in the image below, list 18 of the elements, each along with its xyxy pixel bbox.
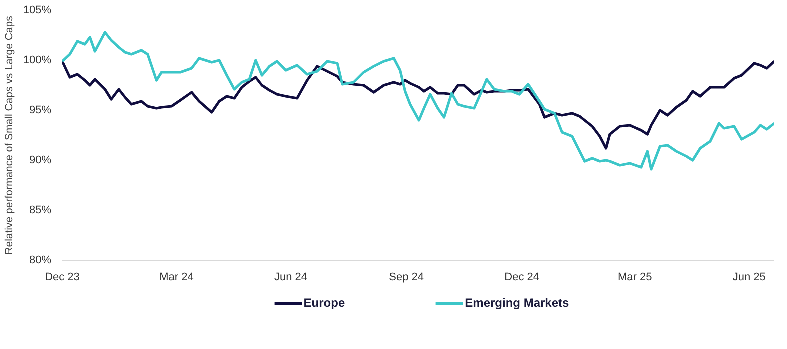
y-axis-title: Relative performance of Small Caps vs Large Caps <box>3 16 16 255</box>
x-tick-label: Mar 24 <box>160 272 194 284</box>
y-tick-label: 105% <box>23 4 52 16</box>
legend-label: Europe <box>304 296 346 310</box>
legend-label: Emerging Markets <box>465 296 570 310</box>
x-tick-label: Dec 23 <box>45 272 80 284</box>
y-tick-label: 100% <box>23 54 52 66</box>
x-tick-label: Jun 25 <box>732 272 766 284</box>
y-tick-label: 95% <box>29 104 52 116</box>
x-tick-label: Dec 24 <box>504 272 540 284</box>
x-tick-label: Jun 24 <box>274 272 308 284</box>
y-tick-label: 85% <box>29 204 52 216</box>
y-tick-label: 80% <box>29 254 52 266</box>
line-series <box>62 31 774 171</box>
line-series <box>62 60 774 150</box>
x-tick-label: Sep 24 <box>389 272 424 284</box>
x-tick-label: Mar 25 <box>618 272 652 284</box>
y-tick-label: 90% <box>29 154 52 166</box>
